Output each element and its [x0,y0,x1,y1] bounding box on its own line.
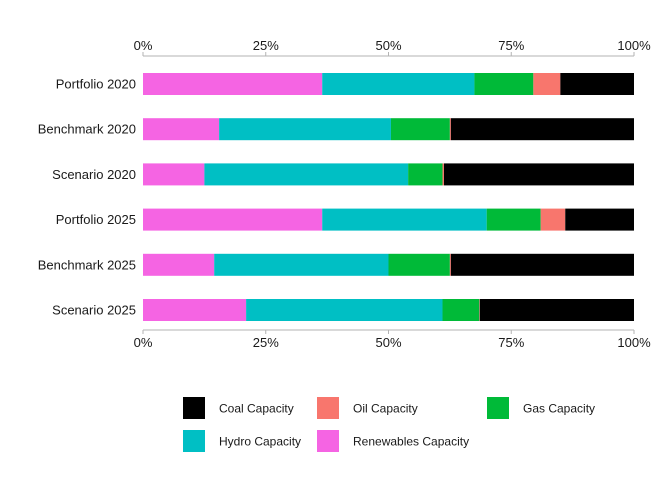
bar-portfolio-2020-gas-capacity [474,73,534,95]
x-tick-label: 0% [134,38,153,53]
legend-swatch-hydro-capacity [183,430,205,452]
bar-portfolio-2020-renewables-capacity [143,73,323,95]
bar-portfolio-2025-renewables-capacity [143,208,323,231]
bars-group [143,73,634,321]
bar-benchmark-2020-coal-capacity [450,118,634,141]
x-tick-label: 100% [617,38,651,53]
x-tick-label: 25% [253,335,279,350]
bar-portfolio-2025-hydro-capacity [322,208,487,231]
bar-benchmark-2020-gas-capacity [390,118,450,141]
bar-scenario-2020-hydro-capacity [204,163,409,186]
x-tick-label: 75% [498,38,524,53]
legend-label-renewables-capacity: Renewables Capacity [353,435,469,449]
bar-benchmark-2025-coal-capacity [450,253,634,276]
category-label: Benchmark 2020 [38,122,136,137]
x-tick-label: 0% [134,335,153,350]
bar-portfolio-2025-gas-capacity [486,208,541,231]
legend-swatch-renewables-capacity [317,430,339,452]
category-label: Scenario 2025 [52,303,136,318]
bar-scenario-2020-gas-capacity [408,163,443,186]
category-label: Benchmark 2025 [38,257,136,272]
x-axis-bottom: 0% 25% 50% 75% 100% [134,329,651,350]
legend-swatch-gas-capacity [487,397,509,419]
bar-portfolio-2020-coal-capacity [560,73,634,95]
category-label: Portfolio 2020 [56,77,136,92]
bar-portfolio-2020-oil-capacity [533,73,561,95]
bar-scenario-2025-gas-capacity [442,299,480,321]
x-tick-label: 50% [375,38,401,53]
bar-benchmark-2020-oil-capacity [449,118,451,141]
bar-scenario-2020-coal-capacity [443,163,634,186]
bar-benchmark-2025-renewables-capacity [143,253,215,276]
x-tick-label: 50% [375,335,401,350]
x-axis-top: 0% 25% 50% 75% 100% [134,38,651,57]
bar-benchmark-2025-oil-capacity [449,253,451,276]
legend: Coal Capacity Oil Capacity Gas Capacity Hyd… [183,397,595,452]
bar-benchmark-2025-hydro-capacity [214,253,389,276]
x-tick-label: 25% [253,38,279,53]
bar-benchmark-2025-gas-capacity [388,253,450,276]
bar-scenario-2020-renewables-capacity [143,163,205,186]
legend-swatch-coal-capacity [183,397,205,419]
x-tick-label: 100% [617,335,651,350]
bar-portfolio-2025-coal-capacity [565,208,634,231]
bar-benchmark-2020-renewables-capacity [143,118,220,141]
bar-scenario-2020-oil-capacity [442,163,444,186]
bar-portfolio-2025-oil-capacity [540,208,566,231]
category-labels: Portfolio 2020 Benchmark 2020 Scenario 202… [38,77,136,318]
bar-portfolio-2020-hydro-capacity [322,73,475,95]
bar-scenario-2025-hydro-capacity [246,299,443,321]
legend-label-oil-capacity: Oil Capacity [353,402,418,416]
bar-benchmark-2020-hydro-capacity [219,118,391,141]
category-label: Portfolio 2025 [56,212,136,227]
bar-scenario-2025-renewables-capacity [143,299,247,321]
bar-scenario-2025-coal-capacity [479,299,634,321]
x-tick-label: 75% [498,335,524,350]
category-label: Scenario 2020 [52,167,136,182]
legend-swatch-oil-capacity [317,397,339,419]
legend-label-coal-capacity: Coal Capacity [219,402,294,416]
legend-label-gas-capacity: Gas Capacity [523,402,595,416]
legend-label-hydro-capacity: Hydro Capacity [219,435,301,449]
